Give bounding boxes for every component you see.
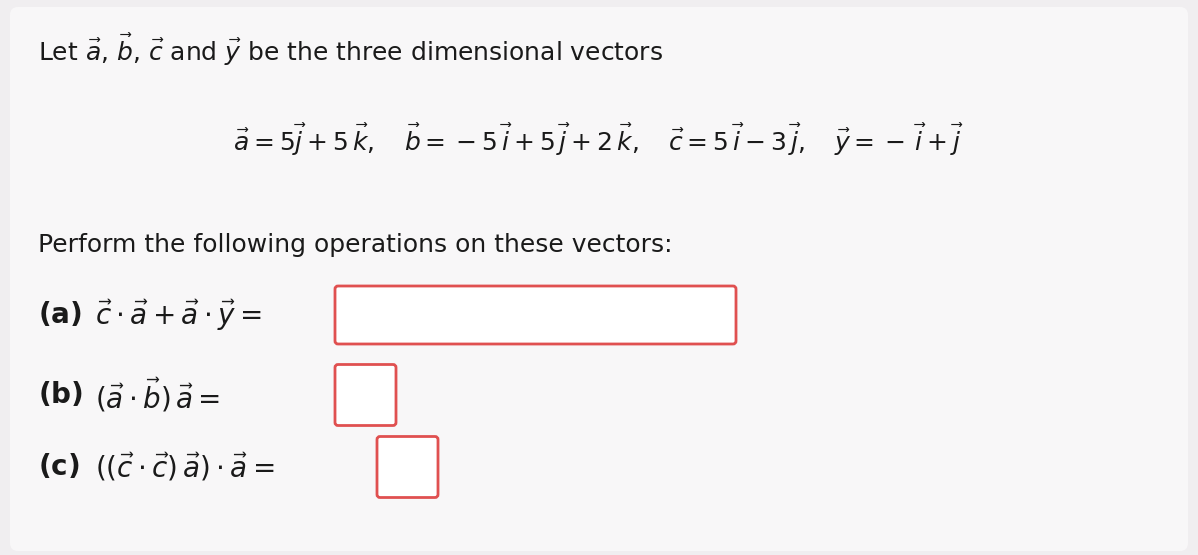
Text: Perform the following operations on these vectors:: Perform the following operations on thes… (38, 233, 672, 257)
Text: $\vec{a} = 5\vec{j}+ 5\,\vec{k},\quad \vec{b} = -5\,\vec{i}+ 5\,\vec{j}+ 2\,\vec: $\vec{a} = 5\vec{j}+ 5\,\vec{k},\quad \v… (234, 122, 964, 158)
FancyBboxPatch shape (335, 286, 736, 344)
FancyBboxPatch shape (10, 7, 1188, 551)
Text: $(\vec{a}\cdot\vec{b})\,\vec{a} =$: $(\vec{a}\cdot\vec{b})\,\vec{a} =$ (95, 376, 220, 414)
Text: $\mathbf{(a)}$: $\mathbf{(a)}$ (38, 300, 81, 330)
FancyBboxPatch shape (335, 365, 397, 426)
Text: $\mathbf{(b)}$: $\mathbf{(b)}$ (38, 381, 83, 410)
Text: $\mathbf{(c)}$: $\mathbf{(c)}$ (38, 452, 79, 482)
Text: Let $\vec{a}$, $\vec{b}$, $\vec{c}$ and $\vec{y}$ be the three dimensional vecto: Let $\vec{a}$, $\vec{b}$, $\vec{c}$ and … (38, 32, 664, 68)
FancyBboxPatch shape (377, 436, 438, 497)
Text: $\vec{c}\cdot\vec{a}+\vec{a}\cdot\vec{y} =$: $\vec{c}\cdot\vec{a}+\vec{a}\cdot\vec{y}… (95, 297, 262, 332)
Text: $((\vec{c}\cdot\vec{c})\,\vec{a})\cdot\vec{a} =$: $((\vec{c}\cdot\vec{c})\,\vec{a})\cdot\v… (95, 451, 274, 483)
